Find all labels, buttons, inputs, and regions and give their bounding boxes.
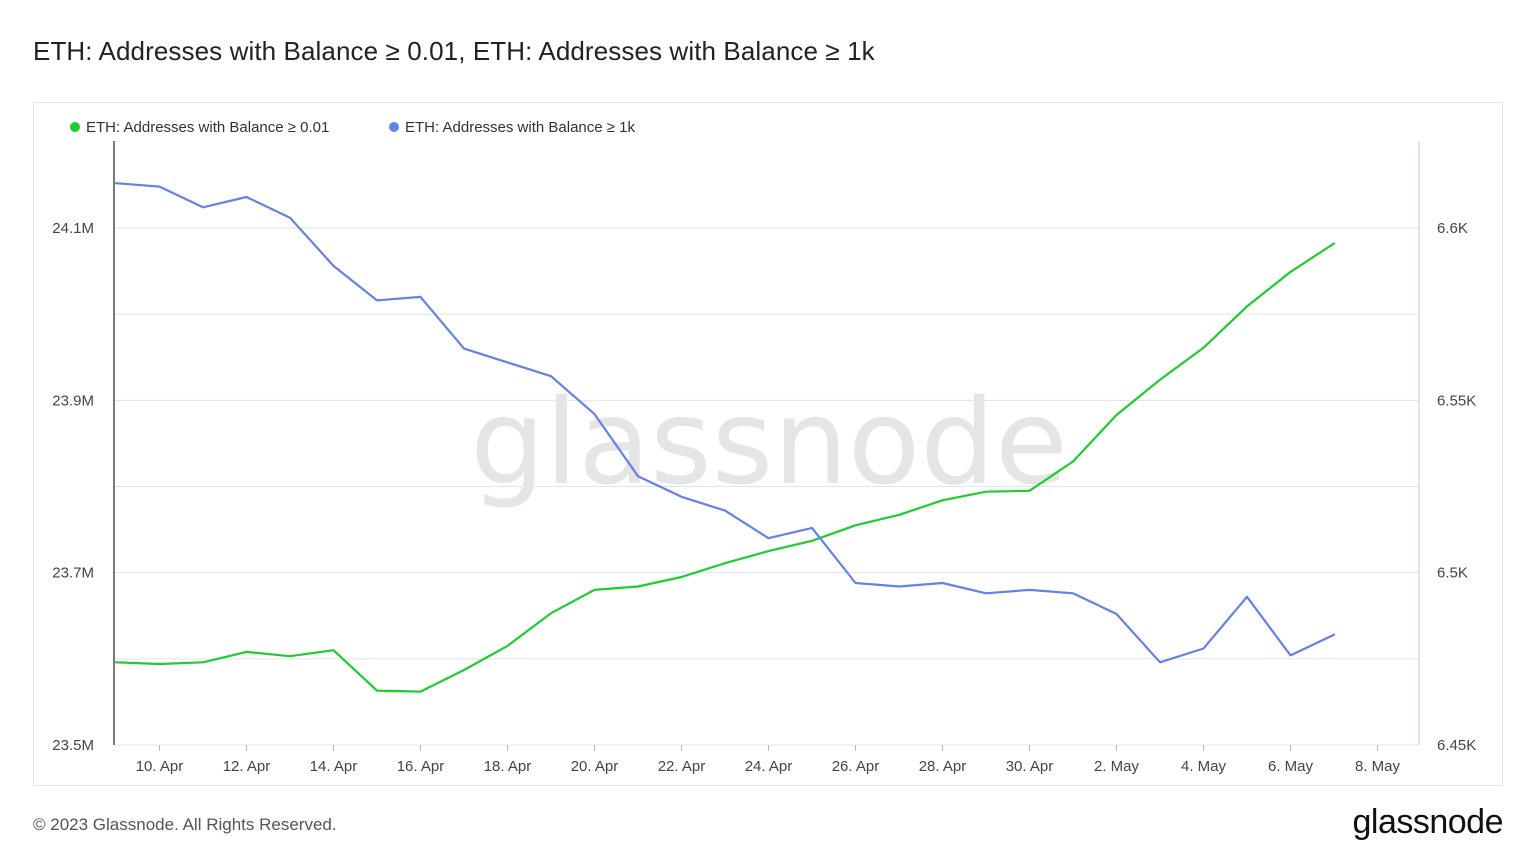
x-tick-label: 14. Apr	[310, 758, 358, 775]
y-right-tick-label: 6.55K	[1437, 392, 1476, 409]
x-tick-label: 22. Apr	[658, 758, 706, 775]
y-left-tick-label: 23.5M	[52, 737, 94, 754]
legend-label: ETH: Addresses with Balance ≥ 1k	[405, 119, 636, 136]
legend-marker	[70, 122, 80, 132]
x-tick-label: 16. Apr	[397, 758, 445, 775]
x-tick-label: 8. May	[1355, 758, 1401, 775]
footer-copyright: © 2023 Glassnode. All Rights Reserved.	[33, 815, 337, 834]
glassnode-logo: glassnode	[1352, 803, 1503, 841]
y-right-tick-label: 6.6K	[1437, 220, 1468, 237]
y-left-tick-label: 24.1M	[52, 220, 94, 237]
x-tick-label: 20. Apr	[571, 758, 619, 775]
x-tick-label: 30. Apr	[1006, 758, 1054, 775]
grid-lines	[114, 227, 1419, 746]
watermark-text: glassnode	[470, 373, 1067, 511]
x-tick-label: 18. Apr	[484, 758, 532, 775]
chart-frame: glassnode 23.5M 23.7M 23.9M 24.1M 6.45K 6.5K 6…	[33, 102, 1503, 786]
y-left-tick-label: 23.7M	[52, 565, 94, 582]
series-line-balance-0-01	[114, 242, 1336, 693]
chart-svg: glassnode 23.5M 23.7M 23.9M 24.1M 6.45K 6.5K 6…	[52, 119, 1476, 775]
legend: ETH: Addresses with Balance ≥ 0.01 ETH: A…	[70, 119, 636, 136]
x-tick-label: 24. Apr	[745, 758, 793, 775]
x-tick-label: 2. May	[1094, 758, 1140, 775]
x-tick-label: 6. May	[1268, 758, 1314, 775]
x-tick-label: 26. Apr	[832, 758, 880, 775]
y-right-tick-label: 6.45K	[1437, 737, 1476, 754]
series-line-balance-1k	[114, 182, 1336, 664]
legend-marker	[389, 122, 399, 132]
page-title: ETH: Addresses with Balance ≥ 0.01, ETH:…	[33, 36, 875, 66]
x-tick-label: 12. Apr	[223, 758, 271, 775]
y-left-tick-label: 23.9M	[52, 392, 94, 409]
y-right-tick-label: 6.5K	[1437, 565, 1468, 582]
axes: 23.5M 23.7M 23.9M 24.1M 6.45K 6.5K 6.55K 6.6K 10…	[52, 141, 1476, 775]
x-tick-label: 4. May	[1181, 758, 1227, 775]
legend-label: ETH: Addresses with Balance ≥ 0.01	[86, 119, 329, 136]
x-tick-label: 10. Apr	[136, 758, 184, 775]
x-tick-label: 28. Apr	[919, 758, 967, 775]
series-lines	[114, 182, 1336, 693]
